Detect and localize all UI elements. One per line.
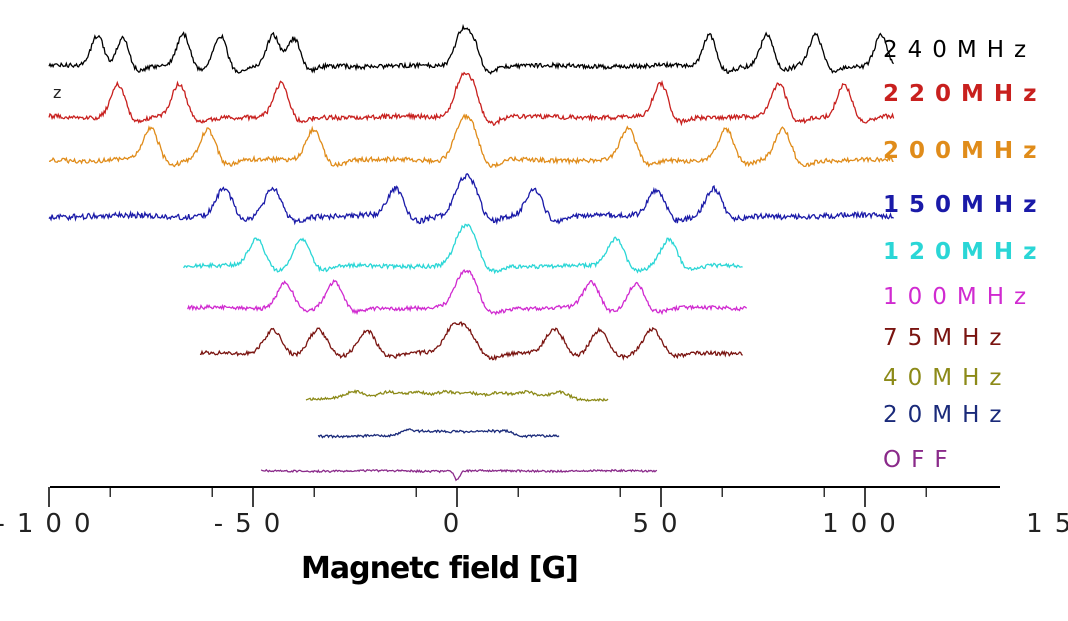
x-tick-label: 0: [443, 509, 472, 539]
trace-75mhz: [199, 321, 743, 361]
trace-40mhz: [305, 389, 609, 402]
x-axis: -100 -50 0 50 100 150: [0, 486, 1068, 539]
series-label-off: OFF: [883, 447, 958, 473]
series-label-240mhz: 240MHz: [883, 37, 1036, 63]
trace-off: [260, 468, 658, 482]
x-axis-ticks: -100 -50 0 50 100 150: [0, 487, 1068, 539]
trace-240mhz: [48, 23, 895, 75]
x-tick-label: 150: [1026, 509, 1068, 539]
series-label-40mhz: 40MHz: [883, 365, 1011, 391]
series-label-100mhz: 100MHz: [883, 284, 1036, 310]
series-label-150mhz: 150MHz: [883, 192, 1047, 218]
stray-z-mark: z: [53, 83, 61, 102]
series-label-120mhz: 120MHz: [883, 239, 1047, 265]
x-tick-label: -100: [0, 509, 103, 539]
x-tick-label: 100: [822, 509, 908, 539]
x-tick-label: -50: [214, 509, 292, 539]
trace-100mhz: [187, 268, 748, 316]
x-axis-title: Magnetc field [G]: [301, 551, 578, 586]
trace-200mhz: [48, 113, 894, 169]
series-labels: 240MHz 220MHz 200MHz 150MHz 120MHz 100MHz 75MH…: [883, 37, 1047, 473]
trace-150mhz: [48, 173, 894, 226]
trace-20mhz: [317, 428, 560, 439]
series-label-200mhz: 200MHz: [883, 138, 1047, 164]
x-tick-label: 50: [632, 509, 689, 539]
spectrum-traces: [48, 23, 895, 482]
series-label-75mhz: 75MHz: [883, 325, 1011, 351]
series-label-220mhz: 220MHz: [883, 81, 1047, 107]
trace-220mhz: [48, 71, 895, 127]
series-label-20mhz: 20MHz: [883, 402, 1011, 428]
trace-120mhz: [183, 223, 743, 275]
